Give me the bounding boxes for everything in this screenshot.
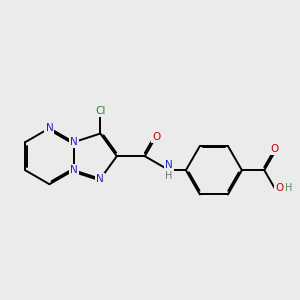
Text: O: O bbox=[275, 183, 283, 194]
Text: O: O bbox=[152, 132, 160, 142]
Text: N: N bbox=[97, 174, 104, 184]
Text: H: H bbox=[165, 171, 173, 182]
Text: Cl: Cl bbox=[95, 106, 106, 116]
Text: N: N bbox=[46, 123, 53, 133]
Text: N: N bbox=[70, 165, 78, 175]
Text: H: H bbox=[286, 183, 293, 194]
Text: N: N bbox=[70, 137, 78, 147]
Text: O: O bbox=[271, 144, 279, 154]
Text: N: N bbox=[165, 160, 173, 170]
